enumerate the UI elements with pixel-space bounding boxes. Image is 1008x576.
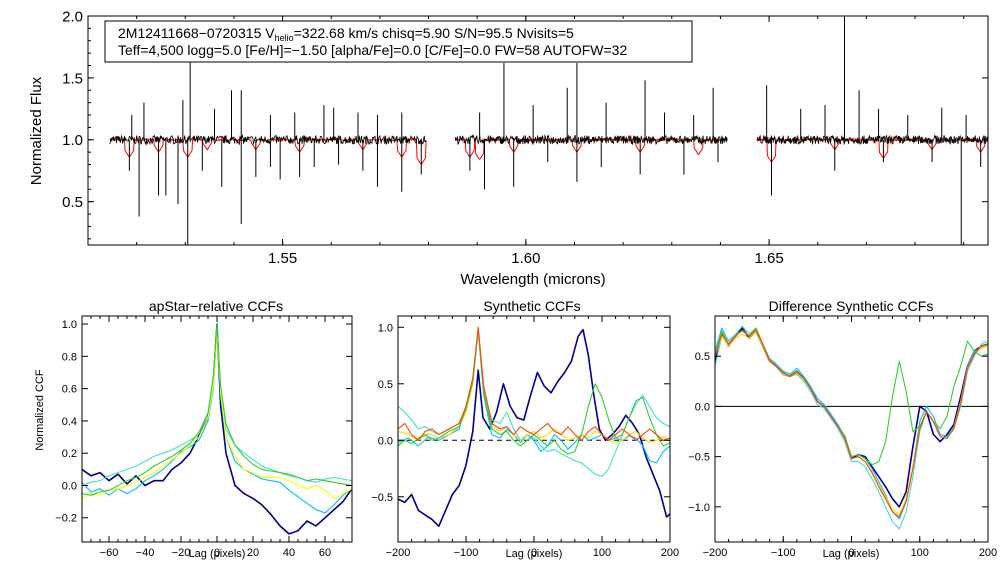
x-tick-label: 0 (848, 547, 854, 559)
synthetic-ccf-axes-frame (397, 315, 671, 543)
y-tick-label: 0.8 (62, 351, 77, 363)
x-tick-label: 0 (214, 547, 220, 559)
info-box (104, 20, 693, 63)
difference-ccf-axes-frame (714, 315, 989, 543)
y-tick-label: 0.5 (695, 351, 710, 363)
difference-ccf-ticks: −200 −100 0 100 200 −1.0 −0.5 0.0 0.5 (688, 316, 997, 559)
info-line-2: Teff=4,500 logg=5.0 [Fe/H]=−1.50 [alpha/… (118, 42, 627, 58)
y-tick-label: 1.0 (378, 322, 393, 334)
ccf-line-visit-4 (82, 329, 352, 499)
ccf-line-visit-2 (82, 326, 352, 514)
observed-spectrum-chip-1 (109, 133, 427, 146)
x-tick-label: 100 (911, 547, 929, 559)
x-tick-label: −200 (386, 547, 411, 559)
difference-ccf-x-label: Lag (pixels) (823, 548, 880, 560)
x-tick-label: 100 (593, 547, 611, 559)
y-tick-label: 0.2 (62, 448, 77, 460)
synthetic-ccf-title: Synthetic CCFs (483, 298, 580, 314)
spectrum-ticks: 1.55 1.60 1.65 0.5 1.0 1.5 2.0 (62, 8, 988, 267)
ccf-line-visit-1 (82, 323, 352, 535)
ccf-line-visit-4 (715, 330, 988, 516)
y-tick-label: −0.5 (688, 452, 710, 464)
ccf-line-visit-5 (398, 329, 670, 455)
y-tick-label: 0.5 (378, 379, 393, 391)
ccf-line-visit-3 (82, 325, 352, 487)
apstar-ccf-title: apStar−relative CCFs (149, 298, 283, 314)
ccf-line-visit-2 (715, 327, 988, 520)
x-tick-label: 1.55 (268, 250, 297, 267)
x-tick-label: −100 (454, 547, 479, 559)
y-tick-label: 1.0 (62, 319, 77, 331)
ccf-line-visit-6 (398, 326, 670, 441)
x-tick-label: −20 (172, 547, 191, 559)
synthetic-ccf-plot-area (398, 326, 670, 528)
y-tick-label: 1.5 (62, 70, 83, 87)
ccf-line-visit-5 (82, 323, 352, 496)
difference-ccf-panel: Difference Synthetic CCFs −200 −100 0 100 20… (688, 298, 997, 560)
y-tick-label: 0.6 (62, 384, 77, 396)
y-tick-label: −1.0 (688, 502, 710, 514)
x-tick-label: 60 (319, 547, 331, 559)
y-tick-label: −0.2 (55, 513, 77, 525)
spectrum-series (109, 16, 988, 245)
x-tick-label: 1.60 (511, 250, 540, 267)
x-tick-label: −200 (703, 547, 728, 559)
synthetic-ccf-ticks: −200 −100 0 100 200 −0.5 0.0 0.5 1.0 (371, 316, 679, 559)
observed-spectrum-chip-2 (454, 134, 728, 146)
ccf-line-visit-5 (715, 327, 988, 466)
x-tick-label: −60 (100, 547, 119, 559)
x-tick-label: 40 (283, 547, 295, 559)
y-tick-label: 1.0 (62, 132, 83, 149)
spectrum-y-label: Normalized Flux (28, 76, 45, 185)
series-group (82, 323, 352, 535)
synthetic-ccf-panel: Synthetic CCFs −200 −100 0 100 200 −0.5 0.0 0.5… (371, 298, 679, 560)
x-tick-label: −100 (771, 547, 796, 559)
y-tick-label: 0.0 (378, 435, 393, 447)
spectrum-axes-frame (87, 15, 989, 246)
apstar-ccf-y-label: Normalized CCF (34, 369, 46, 451)
apstar-ccf-panel: apStar−relative CCFs −60 −40 −20 0 20 40 60 −0.… (34, 298, 353, 560)
difference-ccf-plot-area (715, 325, 988, 530)
difference-ccf-title: Difference Synthetic CCFs (769, 298, 934, 314)
y-tick-label: 0.5 (62, 194, 83, 211)
y-tick-label: −0.5 (371, 492, 393, 504)
y-tick-label: 2.0 (62, 8, 83, 25)
spectrum-panel: 1.55 1.60 1.65 0.5 1.0 1.5 2.0 2M12411668−0720… (28, 8, 989, 288)
ccf-line-visit-1 (398, 328, 670, 528)
apstar-ccf-ticks: −60 −40 −20 0 20 40 60 −0.2 0.0 0.2 0.4 0.6 0.8 1.0 (55, 316, 353, 559)
ccf-line-visit-2 (398, 330, 670, 464)
series-group (398, 326, 670, 528)
info-line-1: 2M12411668−0720315 Vhelio=322.68 km/s ch… (118, 25, 574, 43)
x-tick-label: 1.65 (754, 250, 783, 267)
apstar-ccf-x-label: Lag (pixels) (189, 548, 246, 560)
ccf-line-visit-3 (715, 325, 988, 530)
spectrum-x-label: Wavelength (microns) (460, 271, 605, 288)
y-tick-label: 0.0 (695, 401, 710, 413)
model-spectrum-chip-1 (109, 137, 427, 166)
y-tick-label: 0.4 (62, 416, 77, 428)
x-tick-label: −40 (136, 547, 155, 559)
x-tick-label: 200 (979, 547, 997, 559)
x-tick-label: 0 (531, 547, 537, 559)
synthetic-ccf-x-label: Lag (pixels) (506, 548, 563, 560)
ccf-line-visit-3 (398, 329, 670, 478)
apstar-ccf-axes-frame (81, 315, 353, 543)
series-group (715, 325, 988, 530)
y-tick-label: 0.0 (62, 480, 77, 492)
x-tick-label: 200 (661, 547, 679, 559)
ccf-line-visit-6 (715, 329, 988, 518)
apstar-ccf-plot-area (82, 323, 352, 535)
x-tick-label: 20 (247, 547, 259, 559)
spectrum-plot-area (109, 16, 988, 245)
observed-spectrum-chip-3 (756, 134, 988, 146)
ccf-line-visit-1 (715, 327, 988, 508)
